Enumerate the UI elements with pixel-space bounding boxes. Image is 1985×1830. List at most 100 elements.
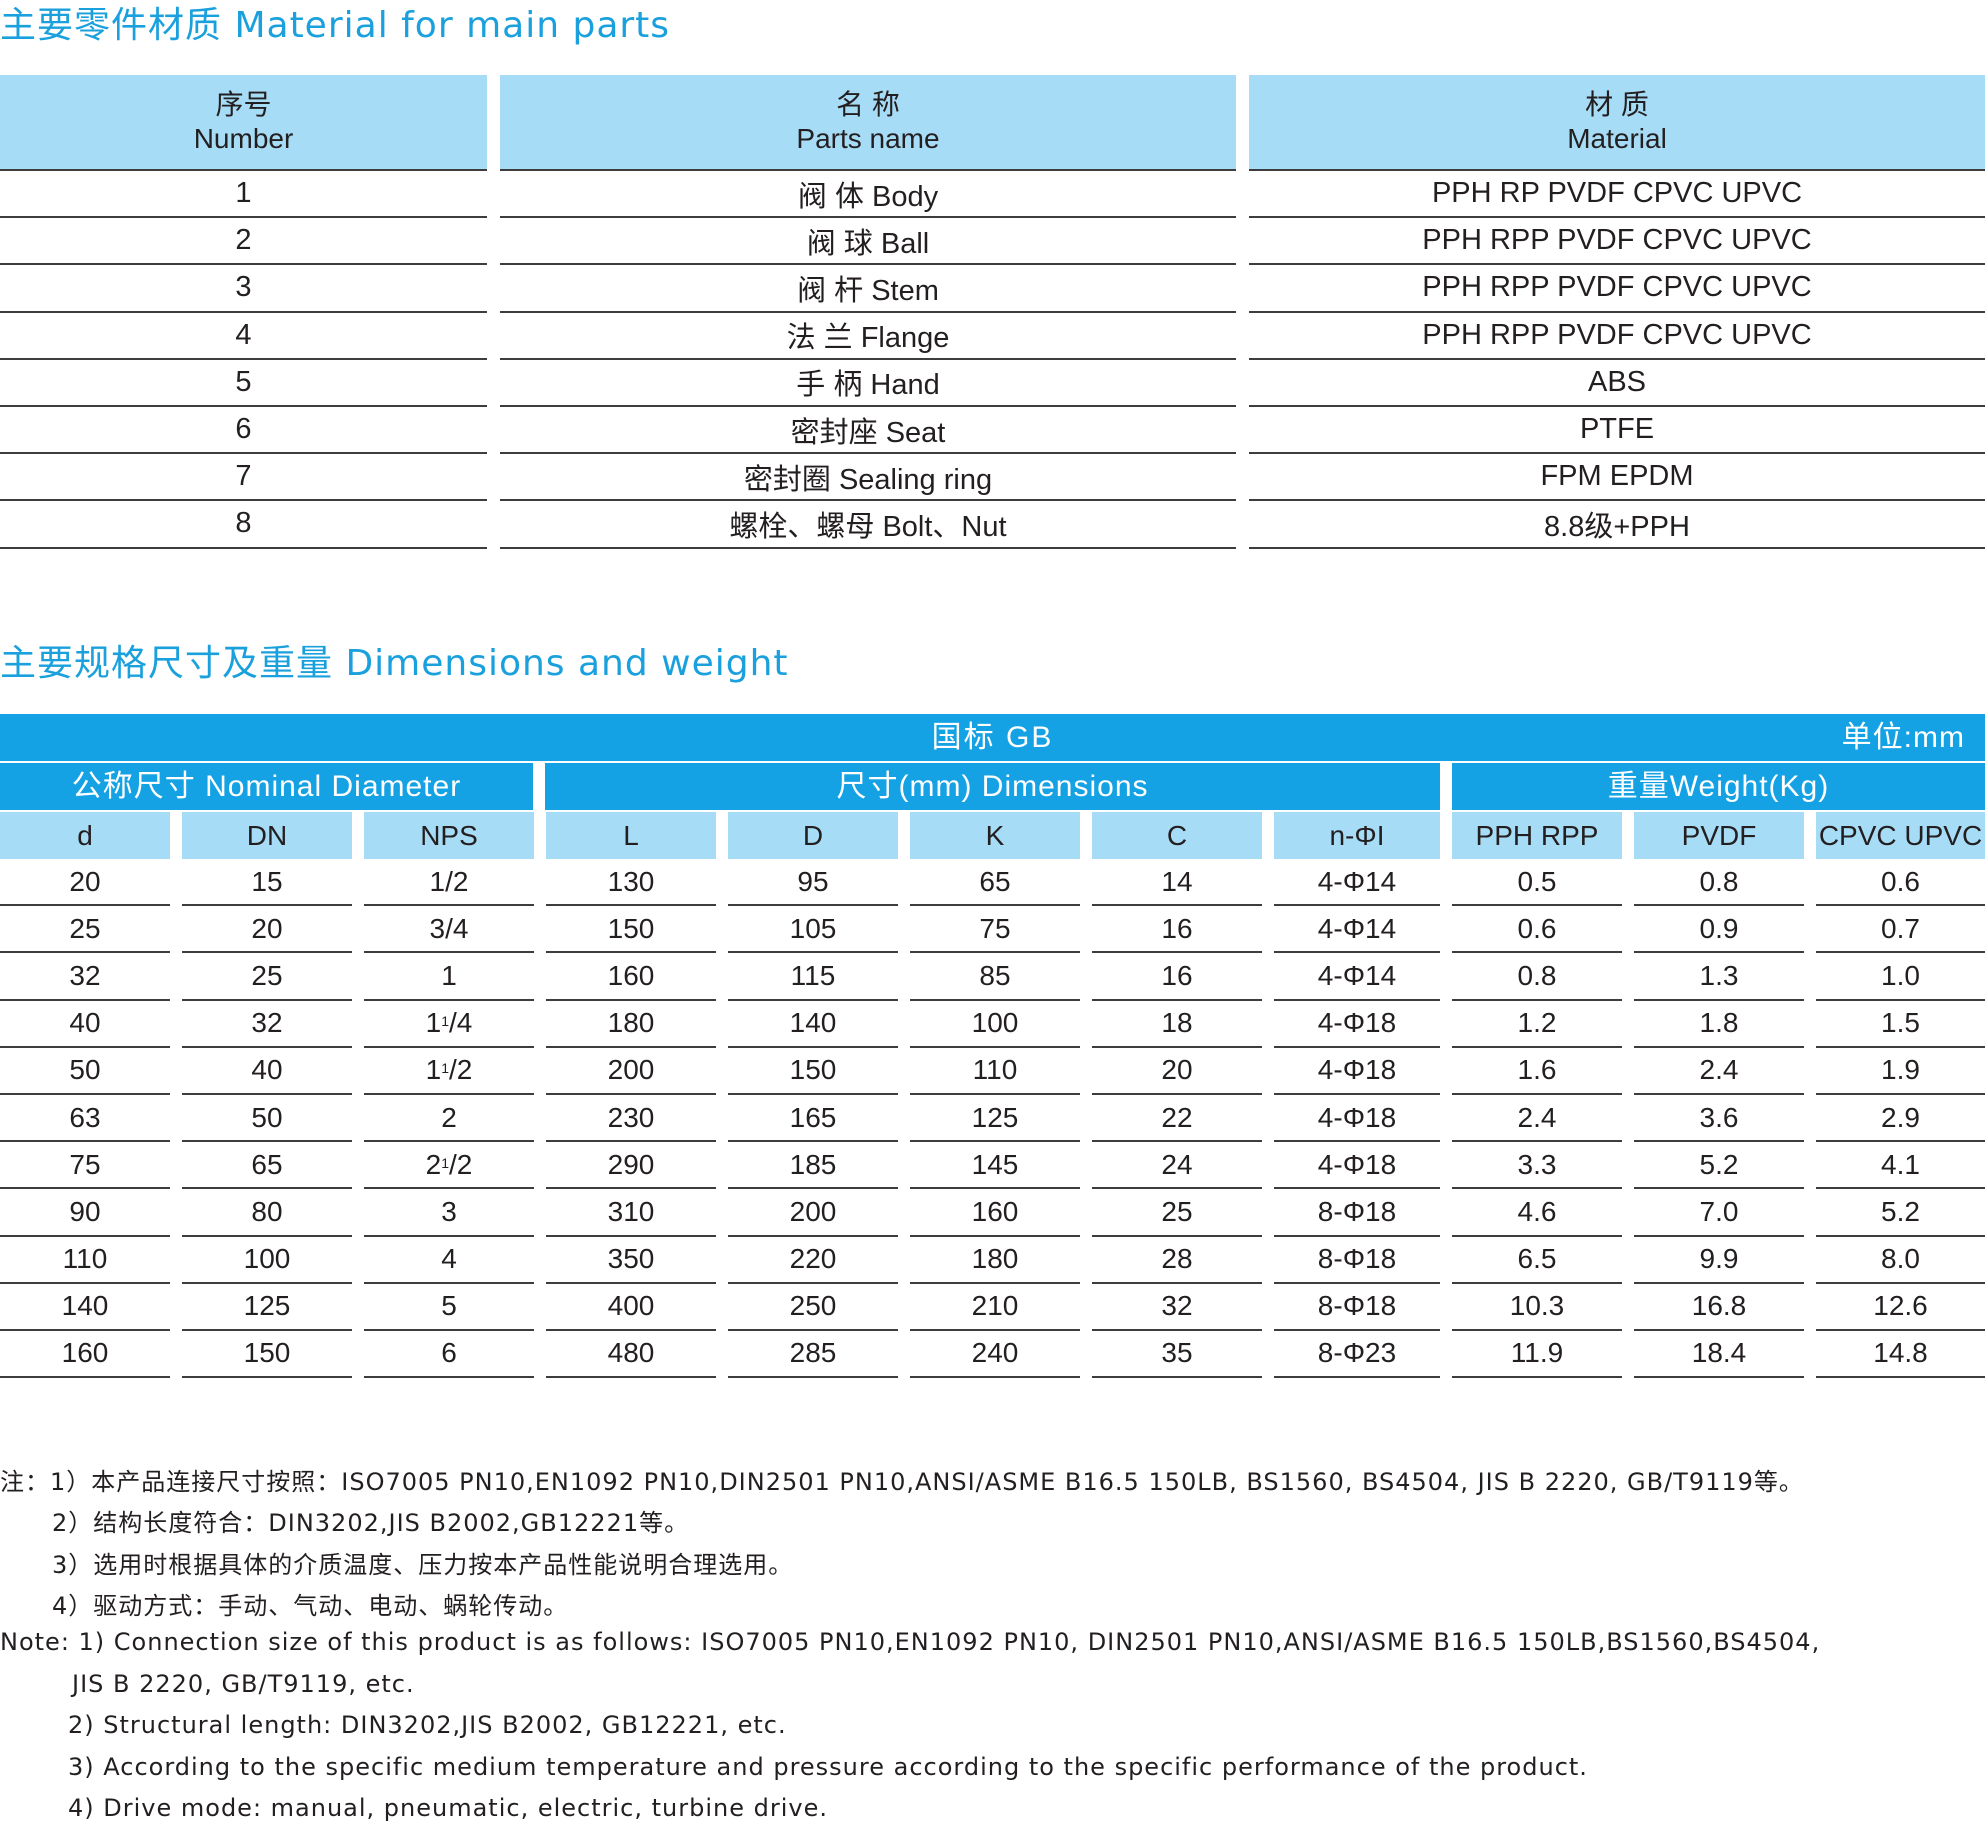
c-cell: 16 bbox=[1092, 953, 1262, 1001]
bolt-holes-cell: 4-Φ18 bbox=[1274, 1001, 1440, 1048]
l-cell: 130 bbox=[546, 859, 716, 907]
bolt-holes-cell: 4-Φ14 bbox=[1274, 906, 1440, 954]
dimension-row: 32 25 1 160 115 85 16 4-Φ14 0.8 1.3 1.0 bbox=[0, 953, 1985, 1001]
header-material: 材 质 Material bbox=[1249, 75, 1985, 171]
dimension-row: 160 150 6 480 285 240 35 8-Φ23 11.9 18.4 14.8 bbox=[0, 1331, 1985, 1379]
parts-row: 3 阀 杆 Stem PPH RPP PVDF CPVC UPVC bbox=[0, 265, 1985, 313]
l-cell: 160 bbox=[546, 953, 716, 1001]
dimension-row: 25 20 3/4 150 105 75 16 4-Φ14 0.6 0.9 0.7 bbox=[0, 906, 1985, 954]
bolt-holes-cell: 4-Φ18 bbox=[1274, 1142, 1440, 1190]
parts-table-header: 序号 Number 名 称 Parts name 材 质 Material bbox=[0, 75, 1985, 171]
standard-band: 国标 GB 单位:mm bbox=[0, 714, 1985, 761]
c-cell: 22 bbox=[1092, 1095, 1262, 1143]
note-cn-2: 2）结构长度符合：DIN3202,JIS B2002,GB12221等。 bbox=[52, 1509, 690, 1537]
part-number-cell: 6 bbox=[0, 407, 487, 455]
weight-pvdf-cell: 3.6 bbox=[1634, 1095, 1804, 1143]
part-material-cell: 8.8级+PPH bbox=[1249, 501, 1985, 549]
header-parts-name: 名 称 Parts name bbox=[500, 75, 1236, 171]
weight-pvdf-cell: 0.8 bbox=[1634, 859, 1804, 907]
k-cell: 145 bbox=[910, 1142, 1080, 1190]
d-cell: 90 bbox=[0, 1189, 170, 1237]
d-cell: 140 bbox=[0, 1284, 170, 1331]
flange-d-cell: 250 bbox=[728, 1284, 898, 1331]
weight-pvdf-cell: 1.3 bbox=[1634, 953, 1804, 1001]
note-cn-1: 注：1）本产品连接尺寸按照：ISO7005 PN10,EN1092 PN10,D… bbox=[0, 1468, 1804, 1496]
d-cell: 50 bbox=[0, 1048, 170, 1095]
note-cn-3: 3）选用时根据具体的介质温度、压力按本产品性能说明合理选用。 bbox=[52, 1551, 794, 1579]
part-number-cell: 4 bbox=[0, 313, 487, 360]
k-cell: 240 bbox=[910, 1331, 1080, 1379]
dn-cell: 125 bbox=[182, 1284, 352, 1331]
k-cell: 180 bbox=[910, 1237, 1080, 1284]
d-cell: 40 bbox=[0, 1001, 170, 1048]
l-cell: 290 bbox=[546, 1142, 716, 1190]
weight-cpvc-upvc-cell: 4.1 bbox=[1816, 1142, 1985, 1190]
bolt-holes-cell: 4-Φ14 bbox=[1274, 953, 1440, 1001]
parts-row: 2 阀 球 Ball PPH RPP PVDF CPVC UPVC bbox=[0, 218, 1985, 266]
part-name-cell: 手 柄 Hand bbox=[500, 360, 1236, 407]
nps-cell: 6 bbox=[364, 1331, 534, 1379]
weight-pph-rpp-cell: 1.6 bbox=[1452, 1048, 1622, 1095]
weight-pph-rpp-cell: 3.3 bbox=[1452, 1142, 1622, 1190]
c-cell: 32 bbox=[1092, 1284, 1262, 1331]
l-cell: 400 bbox=[546, 1284, 716, 1331]
d-cell: 75 bbox=[0, 1142, 170, 1190]
dn-cell: 50 bbox=[182, 1095, 352, 1143]
flange-d-cell: 140 bbox=[728, 1001, 898, 1048]
flange-d-cell: 115 bbox=[728, 953, 898, 1001]
unit-label: 单位:mm bbox=[1841, 721, 1965, 754]
parts-row: 1 阀 体 Body PPH RP PVDF CPVC UPVC bbox=[0, 171, 1985, 219]
part-name-cell: 阀 杆 Stem bbox=[500, 265, 1236, 313]
weight-cpvc-upvc-cell: 2.9 bbox=[1816, 1095, 1985, 1143]
c-cell: 16 bbox=[1092, 906, 1262, 954]
column-header: K bbox=[910, 812, 1080, 859]
column-header: PPH RPP bbox=[1452, 812, 1622, 859]
part-number-cell: 8 bbox=[0, 501, 487, 549]
k-cell: 210 bbox=[910, 1284, 1080, 1331]
c-cell: 28 bbox=[1092, 1237, 1262, 1284]
flange-d-cell: 150 bbox=[728, 1048, 898, 1095]
k-cell: 125 bbox=[910, 1095, 1080, 1143]
bolt-holes-cell: 8-Φ18 bbox=[1274, 1237, 1440, 1284]
weight-cpvc-upvc-cell: 0.6 bbox=[1816, 859, 1985, 907]
part-number-cell: 5 bbox=[0, 360, 487, 407]
parts-section-title: 主要零件材质 Material for main parts bbox=[0, 5, 671, 46]
weight-cpvc-upvc-cell: 8.0 bbox=[1816, 1237, 1985, 1284]
note-cn-4: 4）驱动方式：手动、气动、电动、蜗轮传动。 bbox=[52, 1592, 569, 1620]
part-material-cell: PPH RPP PVDF CPVC UPVC bbox=[1249, 218, 1985, 266]
dn-cell: 20 bbox=[182, 906, 352, 954]
note-en-4: 4) Drive mode: manual, pneumatic, electr… bbox=[68, 1794, 828, 1822]
standard-label: 国标 GB bbox=[931, 721, 1054, 754]
weight-pph-rpp-cell: 2.4 bbox=[1452, 1095, 1622, 1143]
group-nominal-diameter: 公称尺寸 Nominal Diameter bbox=[0, 763, 533, 810]
part-name-cell: 阀 球 Ball bbox=[500, 218, 1236, 266]
l-cell: 230 bbox=[546, 1095, 716, 1143]
header-number: 序号 Number bbox=[0, 75, 487, 171]
dimension-row: 40 32 1 1/4 180 140 100 18 4-Φ18 1.2 1.8 1.5 bbox=[0, 1001, 1985, 1048]
note-en-1-cont: JIS B 2220, GB/T9119, etc. bbox=[72, 1670, 415, 1698]
c-cell: 18 bbox=[1092, 1001, 1262, 1048]
part-material-cell: FPM EPDM bbox=[1249, 454, 1985, 502]
part-number-cell: 2 bbox=[0, 218, 487, 266]
nps-cell: 1/2 bbox=[364, 859, 534, 907]
d-cell: 32 bbox=[0, 953, 170, 1001]
dn-cell: 100 bbox=[182, 1237, 352, 1284]
l-cell: 480 bbox=[546, 1331, 716, 1379]
weight-cpvc-upvc-cell: 12.6 bbox=[1816, 1284, 1985, 1331]
dn-cell: 80 bbox=[182, 1189, 352, 1237]
flange-d-cell: 285 bbox=[728, 1331, 898, 1379]
k-cell: 85 bbox=[910, 953, 1080, 1001]
part-number-cell: 3 bbox=[0, 265, 487, 313]
column-header: C bbox=[1092, 812, 1262, 859]
bolt-holes-cell: 4-Φ18 bbox=[1274, 1048, 1440, 1095]
weight-pvdf-cell: 18.4 bbox=[1634, 1331, 1804, 1379]
part-material-cell: PPH RP PVDF CPVC UPVC bbox=[1249, 171, 1985, 219]
l-cell: 150 bbox=[546, 906, 716, 954]
part-material-cell: PTFE bbox=[1249, 407, 1985, 455]
column-header: PVDF bbox=[1634, 812, 1804, 859]
column-header: D bbox=[728, 812, 898, 859]
parts-row: 5 手 柄 Hand ABS bbox=[0, 360, 1985, 407]
column-header: L bbox=[546, 812, 716, 859]
bolt-holes-cell: 8-Φ23 bbox=[1274, 1331, 1440, 1379]
bolt-holes-cell: 4-Φ18 bbox=[1274, 1095, 1440, 1143]
